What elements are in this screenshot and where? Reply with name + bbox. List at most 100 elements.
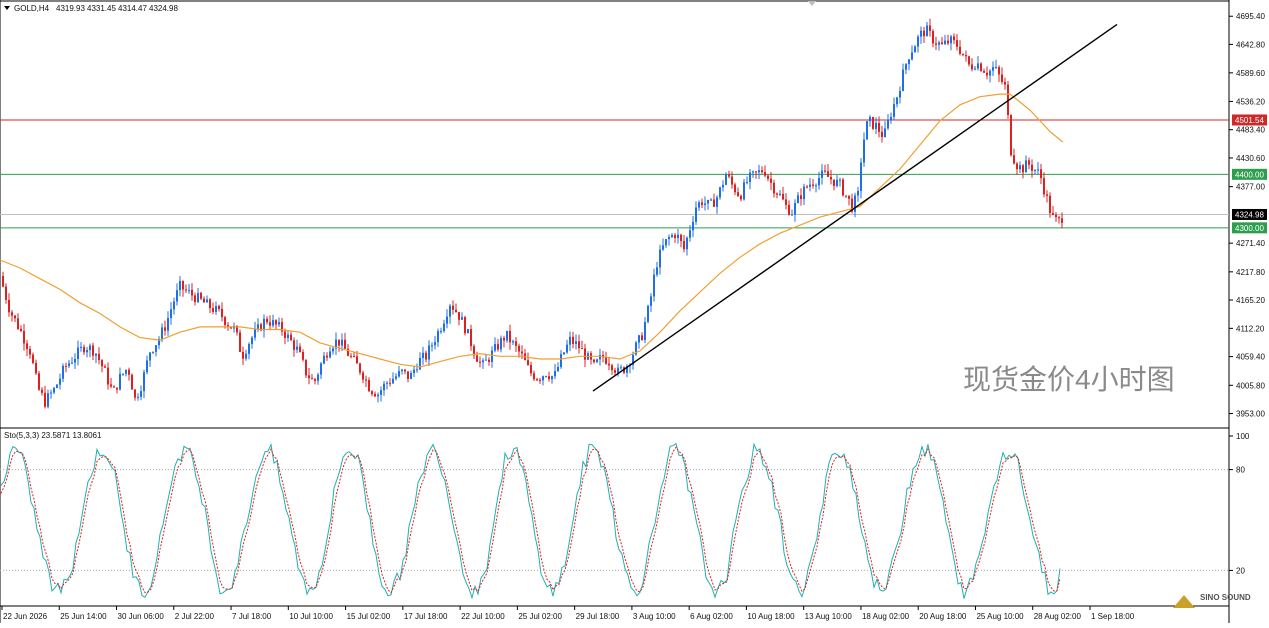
time-tick-label: 25 Aug 10:00 [976,612,1024,621]
candle-body [698,202,700,208]
stochastic-main-line [0,442,1061,600]
candle-body [941,42,943,44]
candle-body [209,299,211,309]
candle-body [419,357,421,370]
price-tick-label: 4536.20 [1236,97,1265,106]
price-tick-label: 4642.80 [1236,40,1265,49]
candle-body [71,362,73,364]
candle-body [389,382,391,384]
candle-body [194,295,196,303]
candle-body [56,384,58,388]
candle-body [866,121,868,140]
time-tick-label: 17 Jul 18:00 [404,612,448,621]
candle-body [224,317,226,326]
stochastic-panel[interactable]: Sto(5,3,3) 23.5871 13.8061 100 80 20 [0,431,1250,600]
candle-body [947,40,949,44]
candle-body [338,339,340,346]
candle-body [488,359,490,362]
candle-body [884,128,886,138]
candle-body [263,318,265,331]
stochastic-label: Sto(5,3,3) 23.5871 13.8061 [4,431,102,440]
candle-body [149,352,151,361]
candle-body [47,393,49,407]
stochastic-tick-label: 20 [1236,566,1245,575]
candle-body [863,139,865,163]
candle-body [686,237,688,250]
candle-body [134,389,136,398]
candle-body [581,348,583,350]
candle-body [1046,194,1048,196]
price-tick-label: 4377.00 [1236,183,1265,192]
candle-body [8,299,10,313]
symbol-dropdown-icon[interactable] [4,6,10,10]
candle-body [668,236,670,240]
candle-body [494,344,496,351]
candle-body [404,369,406,372]
candle-body [851,198,853,212]
candle-body [32,354,34,363]
candle-body [614,370,616,373]
candle-body [545,376,547,378]
candle-body [734,184,736,193]
candle-body [299,346,301,353]
candle-body [293,340,295,350]
candle-body [977,63,979,69]
horizontal-levels[interactable] [0,119,1229,229]
stochastic-tick-label: 80 [1236,466,1245,475]
time-tick-label: 28 Aug 02:00 [1034,612,1082,621]
time-tick-label: 10 Jul 10:00 [289,612,333,621]
candle-body [458,312,460,320]
candle-body [368,379,370,392]
current-badge-label: 4324.98 [1235,210,1264,219]
time-tick-label: 6 Aug 02:00 [690,612,733,621]
time-tick-label: 15 Jul 02:00 [347,612,391,621]
candle-body [818,177,820,186]
candle-body [107,367,109,385]
candle-body [275,320,277,325]
candle-body [632,354,634,365]
candle-body [239,332,241,352]
candle-body [362,372,364,380]
candle-body [152,351,154,353]
candle-body [83,346,85,353]
candle-body [833,179,835,187]
candle-body [680,234,682,241]
candle-body [920,30,922,37]
candle-body [188,289,190,291]
candle-body [914,46,916,53]
candle-body [98,353,100,361]
candle-body [605,357,607,364]
candle-body [467,329,469,334]
price-tick-label: 4271.40 [1236,239,1265,248]
candle-body [722,184,724,188]
candle-body [353,356,355,358]
candle-body [212,308,214,312]
candle-body [278,322,280,325]
time-tick-label: 7 Jul 18:00 [232,612,272,621]
support-lower-badge [1232,222,1267,234]
candle-body [383,383,385,391]
price-tick-label: 4059.40 [1236,353,1265,362]
candle-body [1007,84,1009,116]
candle-body [842,179,844,196]
candle-body [779,193,781,195]
candle-body [704,203,706,205]
candle-body [131,374,133,390]
candle-body [128,369,130,375]
candle-body [218,305,220,309]
candle-body [401,369,403,372]
candle-body [926,25,928,37]
candle-body [392,378,394,384]
time-tick-label: 2 Jul 22:00 [175,612,215,621]
candle-body [317,374,319,381]
moving-average-line [0,93,1064,368]
candle-body [44,392,46,407]
candle-body [365,379,367,381]
trendline[interactable] [592,23,1118,392]
candle-body [728,174,730,177]
candle-body [701,202,703,205]
candle-body [68,363,70,366]
